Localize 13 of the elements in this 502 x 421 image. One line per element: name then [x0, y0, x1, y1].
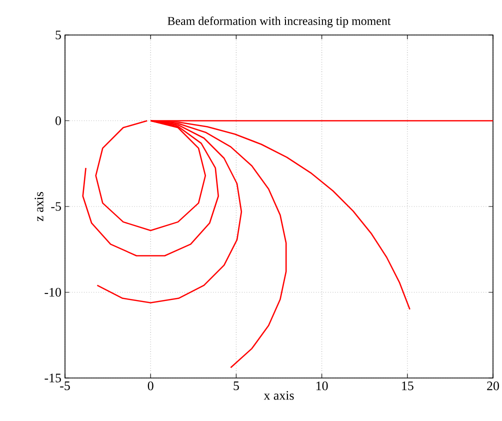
x-tick-label: 20	[487, 382, 499, 390]
y-tick-label: -10	[44, 288, 61, 297]
x-tick-label: 10	[316, 382, 328, 390]
chart-title: Beam deformation with increasing tip moment	[168, 16, 391, 28]
y-tick-label: 5	[56, 30, 61, 40]
y-axis-title: z axis	[34, 192, 44, 222]
x-tick-label: 0	[148, 382, 154, 390]
x-tick-label: 15	[402, 382, 414, 390]
x-tick-label: 5	[234, 382, 239, 390]
y-tick-label: 0	[56, 116, 61, 126]
x-axis-title: x axis	[264, 391, 294, 400]
y-tick-label: -5	[51, 202, 61, 211]
y-tick-label: -15	[44, 374, 61, 382]
